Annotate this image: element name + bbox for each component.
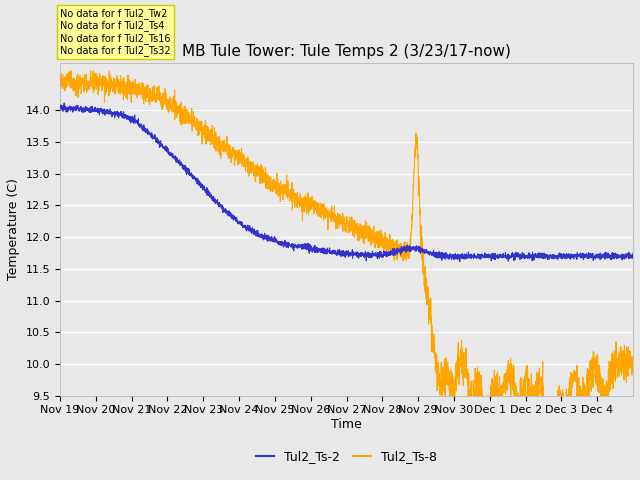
Y-axis label: Temperature (C): Temperature (C) <box>7 179 20 280</box>
X-axis label: Time: Time <box>331 418 362 431</box>
Text: No data for f Tul2_Tw2
No data for f Tul2_Ts4
No data for f Tul2_Ts16
No data fo: No data for f Tul2_Tw2 No data for f Tul… <box>60 8 171 56</box>
Legend: Tul2_Ts-2, Tul2_Ts-8: Tul2_Ts-2, Tul2_Ts-8 <box>251 445 442 468</box>
Title: MB Tule Tower: Tule Temps 2 (3/23/17-now): MB Tule Tower: Tule Temps 2 (3/23/17-now… <box>182 44 511 59</box>
